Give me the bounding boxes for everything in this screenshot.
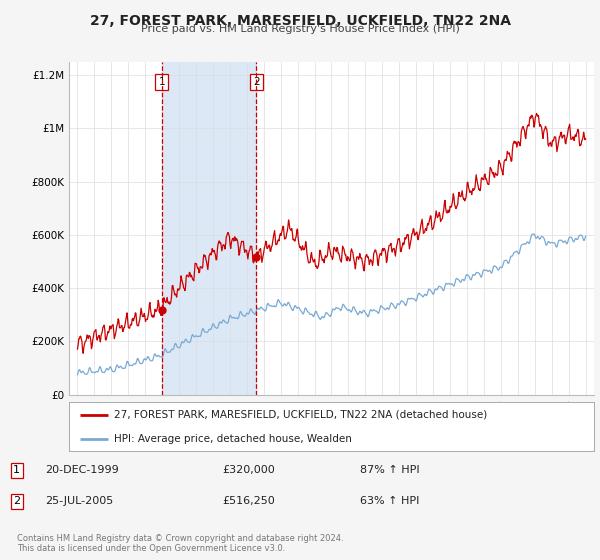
Text: This data is licensed under the Open Government Licence v3.0.: This data is licensed under the Open Gov… xyxy=(17,544,285,553)
Text: HPI: Average price, detached house, Wealden: HPI: Average price, detached house, Weal… xyxy=(113,435,352,445)
Text: 27, FOREST PARK, MARESFIELD, UCKFIELD, TN22 2NA: 27, FOREST PARK, MARESFIELD, UCKFIELD, T… xyxy=(89,14,511,28)
Text: 2: 2 xyxy=(253,77,260,87)
Text: 63% ↑ HPI: 63% ↑ HPI xyxy=(360,496,419,506)
Text: 20-DEC-1999: 20-DEC-1999 xyxy=(45,465,119,475)
Text: Price paid vs. HM Land Registry's House Price Index (HPI): Price paid vs. HM Land Registry's House … xyxy=(140,24,460,34)
Text: £516,250: £516,250 xyxy=(222,496,275,506)
Text: 87% ↑ HPI: 87% ↑ HPI xyxy=(360,465,419,475)
Text: 1: 1 xyxy=(158,77,165,87)
Bar xyxy=(161,62,256,395)
Text: Contains HM Land Registry data © Crown copyright and database right 2024.: Contains HM Land Registry data © Crown c… xyxy=(17,534,343,543)
Text: 1: 1 xyxy=(13,465,20,475)
Text: 27, FOREST PARK, MARESFIELD, UCKFIELD, TN22 2NA (detached house): 27, FOREST PARK, MARESFIELD, UCKFIELD, T… xyxy=(113,410,487,420)
Text: 25-JUL-2005: 25-JUL-2005 xyxy=(45,496,113,506)
Text: £320,000: £320,000 xyxy=(222,465,275,475)
Text: 2: 2 xyxy=(13,496,20,506)
